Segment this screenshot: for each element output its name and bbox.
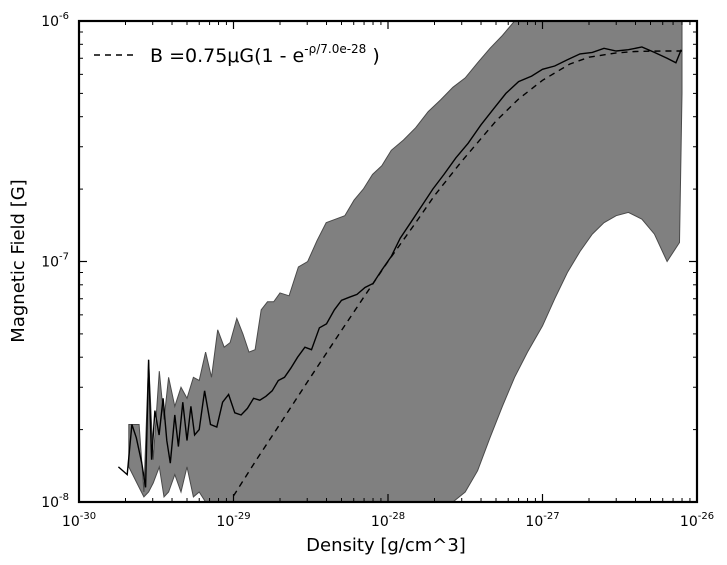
x-tick-label-3: 10-27 (525, 511, 559, 530)
legend-label-exponent: -ρ/7.0e-28 (304, 42, 366, 56)
tick-labels: 10-30 10-29 10-28 10-27 10-26 10-8 10-7 10-6 (41, 11, 714, 530)
legend: B =0.75μG(1 - e-ρ/7.0e-28 ) (94, 42, 380, 67)
plot-area (117, 21, 683, 502)
x-tick-label-0: 10-30 (62, 511, 96, 530)
y-tick-label-2: 10-6 (41, 11, 69, 30)
series-0-band (128, 21, 683, 502)
x-tick-label-4: 10-26 (680, 511, 714, 530)
x-tick-label-1: 10-29 (216, 511, 250, 530)
x-tick-label-2: 10-28 (371, 511, 405, 530)
legend-label-prefix: B =0.75μG(1 - e (150, 45, 304, 67)
y-tick-label-1: 10-7 (41, 252, 69, 271)
series-1-solid-line (117, 46, 682, 488)
legend-label-suffix: ) (366, 45, 379, 67)
plot-frame (77, 19, 699, 504)
y-axis-label: Magnetic Field [G] (8, 179, 29, 342)
legend-label: B =0.75μG(1 - e-ρ/7.0e-28 ) (150, 42, 380, 67)
y-tick-label-0: 10-8 (41, 492, 69, 511)
x-axis-label: Density [g/cm^3] (306, 535, 466, 556)
series-2-dashed-line (232, 50, 682, 497)
